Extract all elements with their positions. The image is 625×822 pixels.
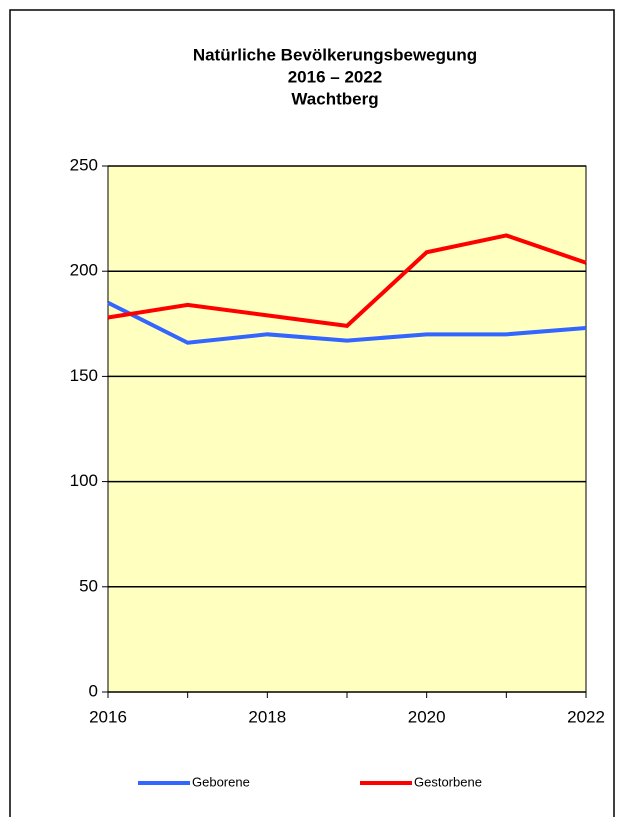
chart-title: Natürliche Bevölkerungsbewegung — [193, 45, 477, 64]
chart-title: 2016 – 2022 — [288, 67, 383, 86]
x-tick-label: 2022 — [567, 707, 605, 726]
y-tick-label: 0 — [89, 681, 98, 700]
y-tick-label: 100 — [70, 471, 98, 490]
y-tick-label: 200 — [70, 261, 98, 280]
x-tick-label: 2020 — [408, 707, 446, 726]
y-tick-label: 150 — [70, 366, 98, 385]
y-tick-label: 50 — [79, 576, 98, 595]
legend-label: Geborene — [192, 774, 250, 789]
data-line — [107, 233, 587, 329]
chart-title: Wachtberg — [291, 89, 378, 108]
legend-label: Gestorbene — [414, 774, 482, 789]
x-tick-label: 2016 — [89, 707, 127, 726]
data-line — [107, 300, 587, 345]
plot-area — [107, 165, 587, 693]
y-tick-label: 250 — [70, 155, 98, 174]
x-tick-label: 2018 — [248, 707, 286, 726]
